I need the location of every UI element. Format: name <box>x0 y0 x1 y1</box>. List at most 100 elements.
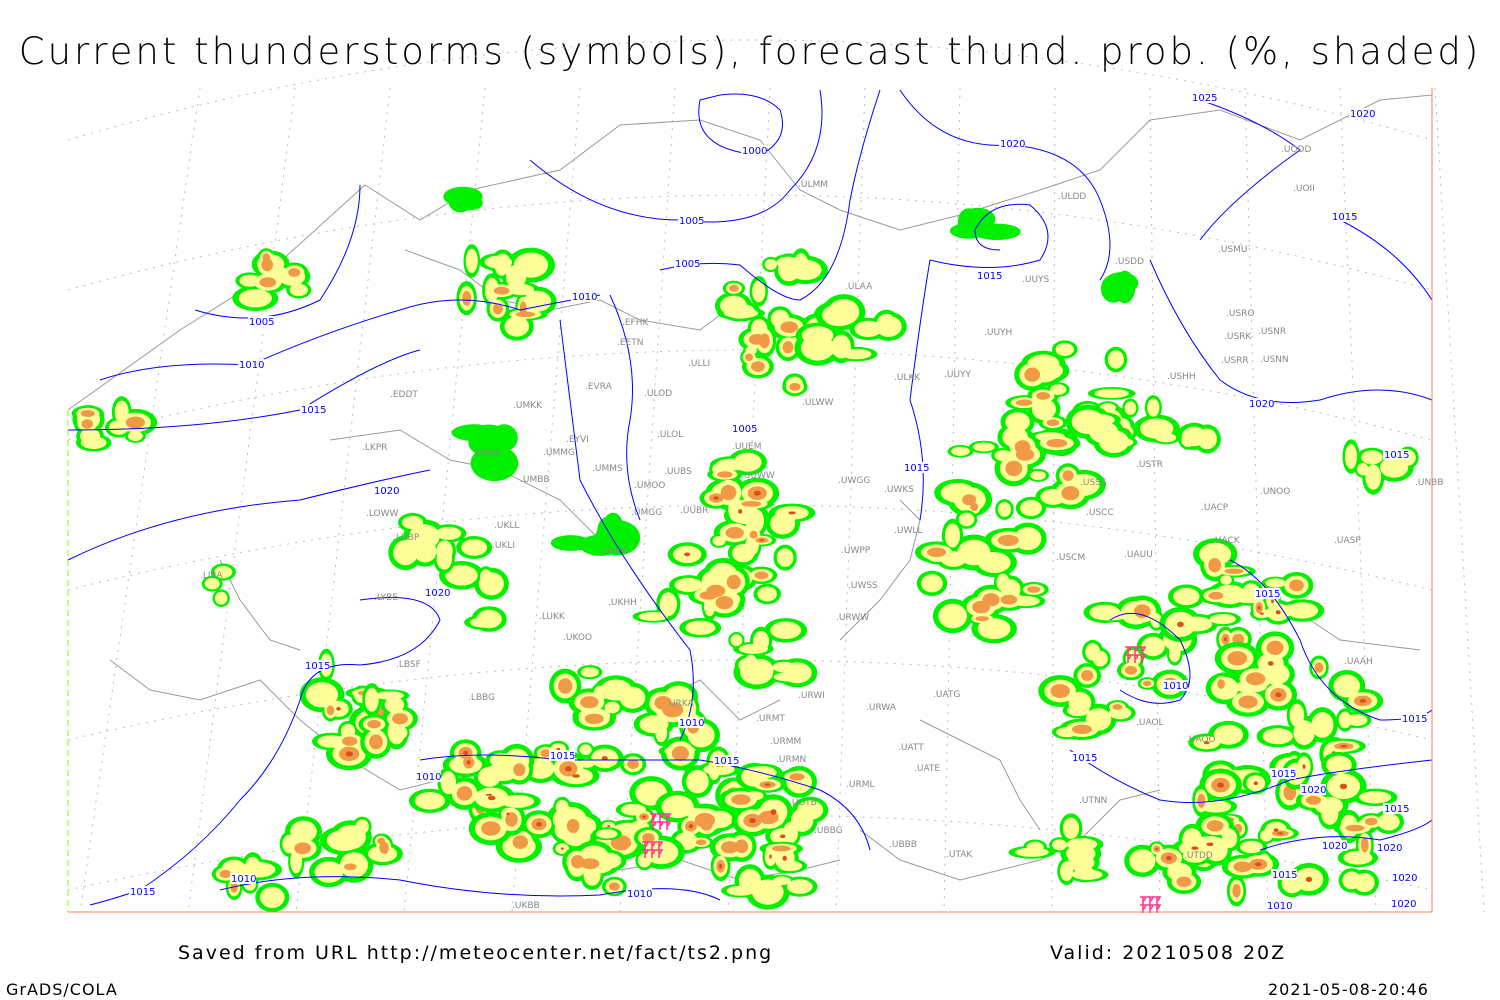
probability-cell-level-3 <box>1000 594 1018 605</box>
isobar-label: 1005 <box>675 259 700 270</box>
isobar-label: 1020 <box>1322 841 1347 852</box>
probability-cell-level-3 <box>515 311 536 318</box>
isobar-line <box>1199 99 1301 241</box>
station-label: .ULOD <box>644 389 672 399</box>
station-label: .UUBS <box>664 467 692 477</box>
isobar-label-bg <box>1270 768 1296 779</box>
station-label: .UUBR <box>680 506 708 516</box>
station-label: .LOWW <box>366 509 399 519</box>
probability-cell-level-3 <box>1206 820 1224 832</box>
isobar-label-bg <box>678 717 704 728</box>
probability-cell-level-3 <box>1046 419 1060 427</box>
isobar-label: 1010 <box>1163 681 1188 692</box>
probability-cell-level-2 <box>484 277 499 303</box>
probability-cell-level-3 <box>700 819 713 831</box>
station-labels: .EDDT .LKPR .LOWW .LHBP .LIRA .LYBE .LBSF .EPWA… <box>200 145 1444 911</box>
probability-cell-level-1 <box>960 207 996 231</box>
probability-cell-level-3 <box>219 869 232 879</box>
isobar-label: 1015 <box>977 271 1002 282</box>
probability-cell-level-2 <box>659 592 677 617</box>
probability-cell-level-1 <box>1114 270 1136 304</box>
isobar-label-bg <box>903 462 929 473</box>
thunderstorm-symbol-icon <box>650 813 658 822</box>
isobar-label-bg <box>1349 108 1375 119</box>
isobar-label: 1010 <box>572 292 597 303</box>
isobar-label: 1020 <box>374 486 399 497</box>
probability-cell-level-2 <box>1365 464 1382 490</box>
probability-cell-level-2 <box>938 603 967 629</box>
probability-cell-level-2 <box>368 845 398 862</box>
probability-cell-level-2 <box>1085 643 1101 661</box>
thunderstorm-symbol-icon <box>656 849 664 858</box>
probability-cell-level-2 <box>944 523 961 548</box>
station-label: .UUYS <box>1022 275 1050 285</box>
station-label: .UAAH <box>1344 657 1373 667</box>
probability-cell-level-2 <box>580 667 599 678</box>
probability-cell-level-2 <box>114 400 129 424</box>
probability-cell-level-2 <box>355 819 369 834</box>
isobar-label-bg <box>373 485 399 496</box>
probability-cell-level-3 <box>1046 438 1068 448</box>
probability-cell-level-2 <box>1326 755 1352 775</box>
station-label: .EFHK <box>622 318 649 328</box>
isobar-label-bg <box>1391 872 1417 883</box>
probability-cell-level-4 <box>463 750 469 756</box>
probability-cell-level-2 <box>820 341 846 355</box>
probability-cell-level-3 <box>1143 680 1152 687</box>
probability-cell-level-4 <box>1339 783 1348 790</box>
probability-cell-level-2 <box>753 630 770 652</box>
probability-cell-level-2 <box>500 795 535 808</box>
station-label: .USSS <box>1080 478 1107 488</box>
station-label: .UKOO <box>563 633 592 643</box>
probability-cell-level-3 <box>1365 817 1378 826</box>
probability-cell-level-2 <box>384 697 405 713</box>
isobar-label: 1020 <box>1377 843 1402 854</box>
station-label: .ULWW <box>802 398 834 408</box>
probability-cell-level-2 <box>1380 457 1409 478</box>
probability-cell-level-2 <box>215 591 228 605</box>
probability-cell-level-3 <box>982 593 1000 607</box>
probability-cell-level-2 <box>747 766 777 779</box>
probability-cell-level-2 <box>364 687 379 712</box>
isobar-line <box>67 349 421 431</box>
thunderstorm-symbol-icon <box>1132 654 1140 663</box>
station-label: .ULMM <box>798 180 828 190</box>
probability-cell-level-3 <box>367 720 381 729</box>
probability-cell-level-3 <box>706 584 726 598</box>
isobar-label-bg <box>731 423 757 434</box>
source-url-text: Saved from URL http://meteocenter.net/fa… <box>178 942 774 964</box>
probability-cell-level-2 <box>1052 839 1067 851</box>
probability-cell-level-2 <box>1124 401 1137 415</box>
isobar-label: 1015 <box>550 751 575 762</box>
probability-cell-level-2 <box>1220 575 1232 585</box>
probability-cell-level-2 <box>619 686 646 709</box>
probability-cell-level-2 <box>1213 724 1244 745</box>
isobar-label: 1005 <box>249 317 274 328</box>
thunderstorm-symbol-icon <box>1147 896 1155 905</box>
probability-cell-level-2 <box>260 886 285 909</box>
thunderstorm-symbol-icon <box>664 813 672 822</box>
probability-cell-level-2 <box>1020 499 1042 517</box>
probability-cell-level-4 <box>738 509 743 514</box>
isobar-line <box>1259 819 1433 851</box>
probability-cell-level-2 <box>778 258 800 282</box>
probability-cell-level-2 <box>782 662 812 684</box>
probability-cell-level-3 <box>750 361 765 372</box>
probability-cell-level-3 <box>780 321 799 334</box>
station-label: .LBSF <box>396 660 421 670</box>
station-label: .UATT <box>898 743 924 753</box>
probability-cell-level-2 <box>204 578 220 590</box>
probability-cell-level-2 <box>1035 432 1065 441</box>
station-label: .USMU <box>1218 245 1248 255</box>
probability-cell-level-2 <box>402 515 424 530</box>
generated-timestamp: 2021-05-08-20:46 <box>1268 980 1429 999</box>
probability-cell-level-3 <box>230 881 238 893</box>
probability-cell-level-2 <box>579 744 592 755</box>
station-label: .UTDD <box>1184 851 1213 861</box>
probability-cell-level-4 <box>572 774 580 778</box>
station-label: .ULOL <box>657 430 683 440</box>
valid-time: Valid: 20210508 20Z <box>1050 942 1287 964</box>
isobar-label-bg <box>424 587 450 598</box>
isobar-label: 1015 <box>301 405 326 416</box>
probability-cell-level-3 <box>1224 568 1244 574</box>
